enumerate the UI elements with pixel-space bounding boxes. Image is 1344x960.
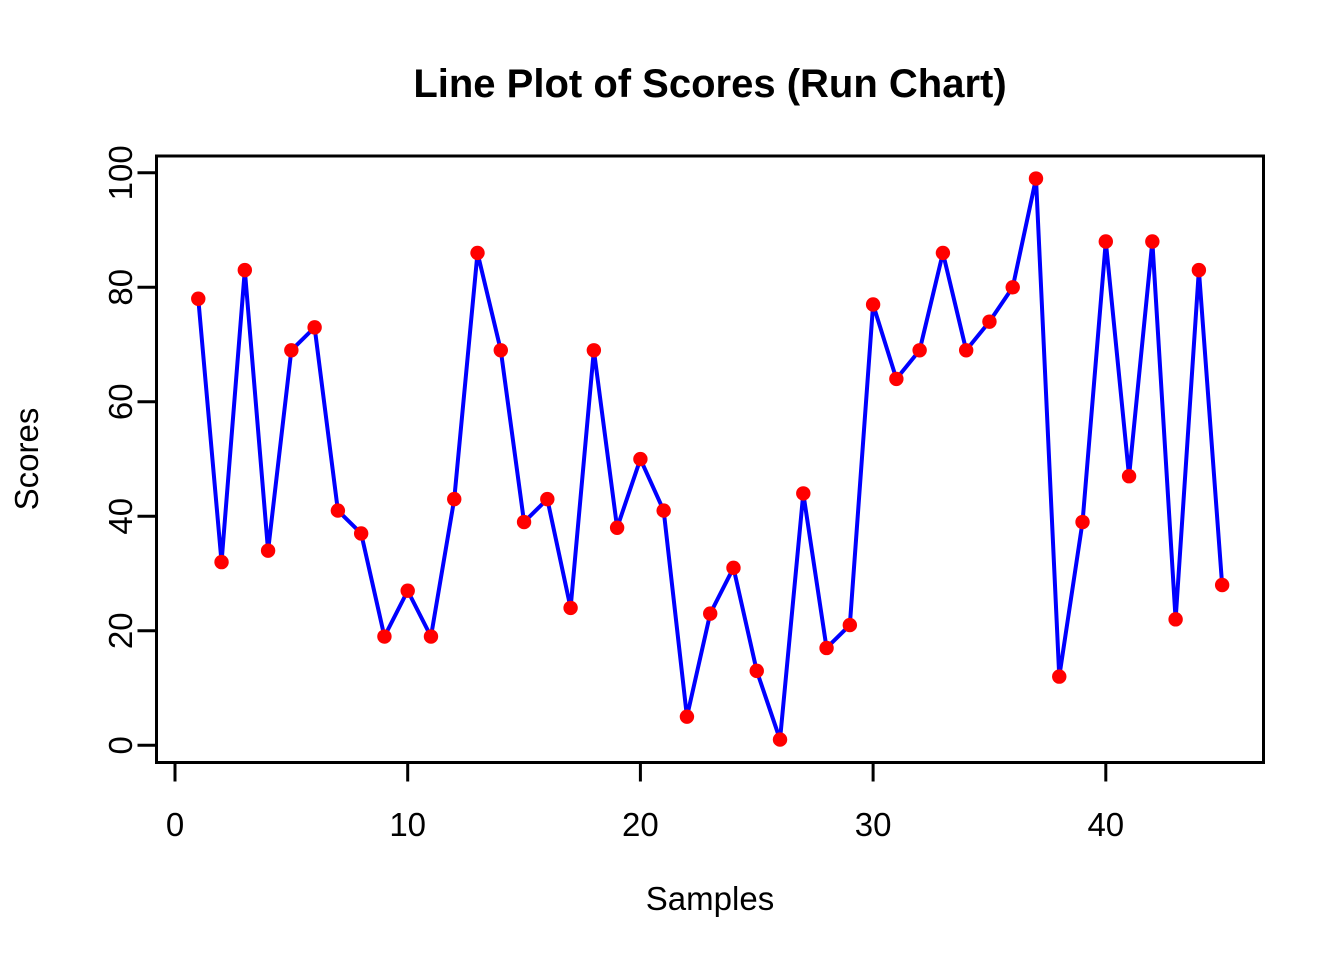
- data-point: [540, 491, 555, 507]
- data-point: [191, 291, 206, 306]
- data-point: [1145, 234, 1160, 249]
- data-point: [842, 617, 858, 633]
- data-point: [214, 554, 229, 570]
- y-tick-label: 80: [102, 269, 139, 306]
- data-point: [1191, 262, 1207, 278]
- data-points: [191, 171, 1230, 747]
- data-point: [935, 245, 951, 261]
- data-point: [307, 320, 322, 335]
- data-point: [679, 709, 695, 724]
- data-point: [656, 503, 671, 518]
- data-point: [447, 491, 462, 507]
- data-point: [796, 486, 811, 501]
- data-point: [260, 543, 276, 558]
- data-point: [1168, 612, 1183, 627]
- x-axis-label: Samples: [646, 880, 774, 917]
- data-point: [330, 503, 346, 518]
- data-point: [516, 514, 532, 530]
- data-point: [470, 245, 485, 261]
- data-point: [749, 663, 764, 679]
- data-point: [703, 606, 718, 621]
- data-point: [889, 371, 904, 387]
- data-point: [400, 583, 415, 598]
- y-tick-label: 100: [102, 145, 139, 200]
- data-point: [1121, 469, 1137, 484]
- data-point: [563, 600, 578, 616]
- data-point: [1028, 171, 1044, 186]
- data-point: [912, 343, 927, 358]
- score-line: [196, 176, 1225, 742]
- data-point: [726, 560, 741, 576]
- data-point: [237, 262, 253, 278]
- y-axis-ticks: 0 20 40 60 80 100: [102, 145, 157, 754]
- y-axis-label: Scores: [8, 408, 45, 511]
- data-point: [1098, 234, 1114, 249]
- data-point: [865, 297, 881, 312]
- data-point: [819, 640, 834, 656]
- data-point: [958, 343, 974, 358]
- y-tick-label: 60: [102, 383, 139, 420]
- data-point: [982, 314, 997, 329]
- x-tick-label: 10: [389, 806, 426, 843]
- data-point: [586, 343, 602, 358]
- data-point: [633, 451, 648, 467]
- data-point: [423, 629, 439, 644]
- data-point: [1005, 280, 1020, 295]
- y-tick-label: 20: [102, 612, 139, 649]
- x-tick-label: 0: [166, 806, 184, 843]
- data-line: [196, 176, 1225, 742]
- data-point: [1214, 577, 1230, 593]
- data-point: [1052, 669, 1067, 684]
- data-point: [377, 629, 392, 644]
- data-point: [284, 343, 299, 358]
- x-tick-label: 20: [622, 806, 659, 843]
- data-point: [1075, 514, 1090, 530]
- y-tick-label: 40: [102, 498, 139, 535]
- x-tick-label: 30: [855, 806, 892, 843]
- x-tick-label: 40: [1087, 806, 1124, 843]
- y-tick-label: 0: [102, 736, 139, 754]
- plot-box: [155, 154, 1265, 764]
- x-axis-ticks: 0 10 20 30 40: [166, 762, 1124, 843]
- data-point: [353, 526, 369, 541]
- data-point: [493, 343, 508, 358]
- chart-title: Line Plot of Scores (Run Chart): [413, 62, 1006, 106]
- data-point: [609, 520, 625, 535]
- data-point: [772, 732, 788, 747]
